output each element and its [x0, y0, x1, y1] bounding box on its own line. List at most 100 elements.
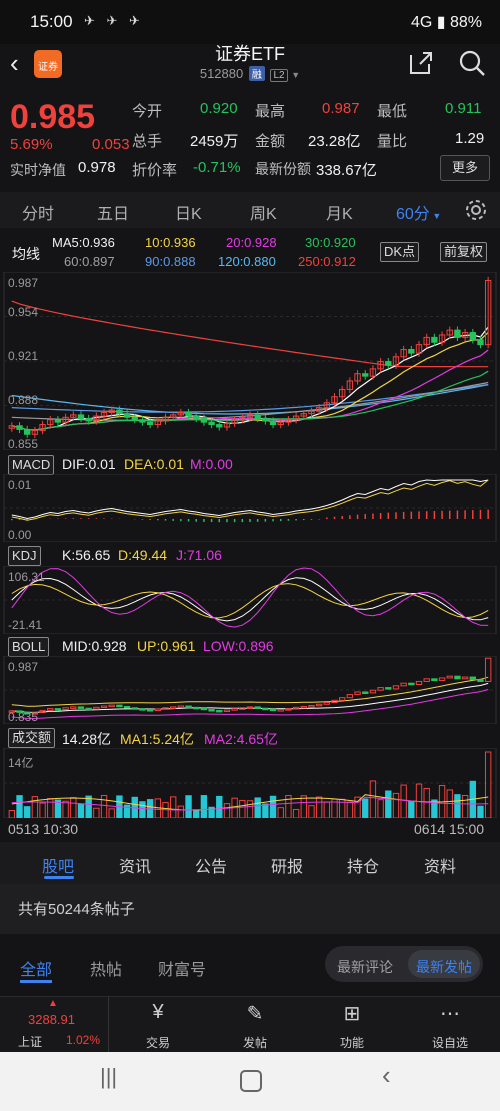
- boll-candle: [185, 705, 192, 709]
- l2-badge[interactable]: L2: [270, 69, 288, 82]
- volume-bar: [461, 795, 469, 818]
- volume-bar: [223, 803, 231, 818]
- more-button[interactable]: 更多: [440, 155, 490, 181]
- candle-body: [108, 409, 115, 413]
- boll-candle: [354, 691, 361, 696]
- candle-body: [93, 415, 100, 422]
- logo-text: 证券: [38, 62, 58, 73]
- boll-candle: [415, 680, 423, 686]
- sort-latest-comment[interactable]: 最新评论: [337, 959, 393, 975]
- boll-candle: [269, 708, 277, 712]
- tab-holdings[interactable]: 持仓: [347, 859, 380, 876]
- recent-apps-icon[interactable]: |||: [100, 1064, 118, 1089]
- share-icon[interactable]: [408, 50, 434, 76]
- volume-bar: [54, 799, 62, 818]
- sort-latest-post[interactable]: 最新发帖: [416, 959, 472, 975]
- index-percent: 1.02%: [66, 1033, 101, 1047]
- dk-point-button[interactable]: DK点: [380, 242, 420, 262]
- shares-label: 最新份额: [255, 161, 311, 177]
- change-percent: 5.69%: [10, 136, 53, 153]
- volume-bar: [47, 798, 54, 818]
- candlestick-chart[interactable]: [0, 272, 500, 450]
- tab-weekly[interactable]: 周K: [250, 206, 277, 223]
- boll-candle: [400, 682, 407, 687]
- volume-indicator-chip[interactable]: 成交额: [8, 728, 56, 748]
- index-name[interactable]: 上证: [18, 1035, 43, 1049]
- kdj-indicator-chip[interactable]: KDJ: [8, 546, 41, 566]
- kdj-axis-bottom: -21.41: [8, 618, 43, 632]
- filter-wealth[interactable]: 财富号: [158, 962, 207, 979]
- candle-body: [47, 419, 54, 426]
- boll-candle: [323, 702, 331, 705]
- nav-post[interactable]: 发帖: [242, 1036, 267, 1050]
- back-arrow-icon[interactable]: ‹: [10, 48, 19, 78]
- app-logo: 证券: [34, 50, 62, 78]
- more-icon[interactable]: ⋯: [440, 1003, 460, 1025]
- ma250-value: 250:0.912: [298, 254, 356, 269]
- nav-label: 实时净值: [10, 162, 66, 178]
- volume-bar: [108, 808, 115, 818]
- back-icon[interactable]: ‹: [382, 1060, 391, 1090]
- settings-gear-icon[interactable]: [464, 198, 488, 222]
- tab-news[interactable]: 资讯: [119, 859, 152, 876]
- filter-all[interactable]: 全部: [20, 962, 53, 979]
- price-axis-tick: 0.855: [8, 437, 39, 451]
- boll-candle: [385, 687, 392, 690]
- tab-monthly[interactable]: 月K: [326, 206, 353, 223]
- volume-chart[interactable]: [0, 748, 500, 818]
- edit-icon[interactable]: ✎: [246, 1003, 264, 1025]
- nav-add-watchlist[interactable]: 设自选: [431, 1036, 468, 1050]
- macd-indicator-chip[interactable]: MACD: [8, 455, 55, 475]
- kdj-chart[interactable]: [0, 566, 500, 634]
- boll-candle: [239, 707, 246, 710]
- boll-chart[interactable]: [0, 656, 500, 724]
- stock-code-row: 512880 融 L2 ▼: [0, 66, 500, 82]
- boll-candle: [208, 709, 215, 712]
- candle-body: [54, 419, 62, 423]
- candle-body: [431, 336, 438, 343]
- index-value[interactable]: 3288.91: [28, 1012, 75, 1027]
- kdj-j: J:71.06: [176, 547, 222, 563]
- candle-body: [185, 411, 192, 417]
- boll-indicator-chip[interactable]: BOLL: [8, 637, 50, 657]
- candle-body: [354, 373, 361, 382]
- grid-icon[interactable]: ⊞: [343, 1003, 361, 1025]
- tab-research[interactable]: 研报: [271, 859, 304, 876]
- chevron-down-icon[interactable]: ▼: [291, 70, 301, 80]
- yen-icon[interactable]: ¥: [152, 1001, 164, 1023]
- boll-candle: [362, 691, 369, 694]
- filter-hot[interactable]: 热帖: [90, 962, 123, 979]
- tab-daily[interactable]: 日K: [175, 206, 202, 223]
- tab-five-day[interactable]: 五日: [97, 206, 130, 223]
- candle-body: [339, 388, 346, 398]
- macd-chart[interactable]: [0, 474, 500, 542]
- tab-announcements[interactable]: 公告: [195, 859, 228, 876]
- search-icon[interactable]: [458, 49, 486, 77]
- tab-forum[interactable]: 股吧: [42, 859, 75, 876]
- boll-candle: [162, 707, 169, 710]
- boll-candle: [346, 694, 354, 699]
- candle-body: [254, 414, 261, 420]
- nav-trade[interactable]: 交易: [145, 1036, 170, 1050]
- nav-functions[interactable]: 功能: [339, 1036, 364, 1050]
- candle-body: [131, 416, 138, 421]
- volume-bar: [423, 787, 430, 818]
- caret-up-icon: ▲: [48, 998, 58, 1009]
- tab-intraday[interactable]: 分时: [22, 206, 55, 223]
- candle-body: [193, 415, 200, 420]
- notification-icons: ✈ ✈ ✈: [84, 13, 144, 28]
- low-value: 0.911: [445, 100, 482, 117]
- tab-profile[interactable]: 资料: [424, 859, 457, 876]
- margin-badge: 融: [248, 66, 265, 81]
- ma-label[interactable]: 均线: [12, 246, 40, 262]
- candle-body: [100, 411, 108, 417]
- candle-body: [169, 414, 177, 418]
- candle-body: [77, 414, 85, 420]
- tab-60min[interactable]: 60分 ▼: [396, 200, 441, 224]
- volume-bar: [400, 784, 407, 818]
- adjust-price-button[interactable]: 前复权: [440, 242, 488, 262]
- price-axis-tick: 0.987: [8, 276, 39, 290]
- price-axis-tick: 0.954: [8, 305, 39, 319]
- candle-body: [231, 419, 238, 424]
- home-icon[interactable]: [240, 1070, 262, 1092]
